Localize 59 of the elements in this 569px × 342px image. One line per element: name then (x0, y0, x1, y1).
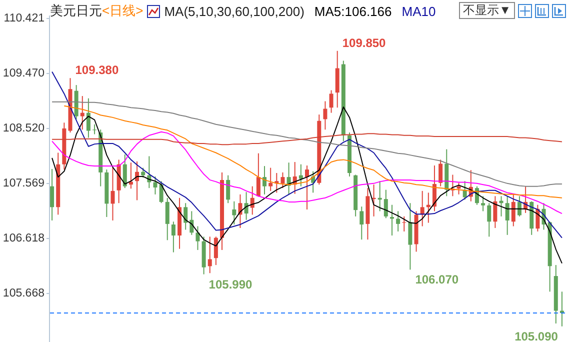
annotation: 106.070 (415, 272, 459, 287)
candlestick (408, 202, 412, 270)
y-tick-label: 107.569 (2, 177, 44, 190)
y-tick-label: 105.668 (2, 287, 44, 300)
chart-subtitle: <日线> (102, 2, 144, 20)
candlestick (268, 167, 273, 192)
candlestick (360, 206, 364, 240)
candlestick (560, 291, 564, 327)
annotation: 105.990 (208, 277, 253, 292)
candlestick (232, 200, 236, 226)
candlestick (110, 167, 115, 221)
candlestick (214, 236, 218, 266)
candlestick (256, 152, 260, 198)
text: MA10 (402, 4, 436, 18)
candlestick (141, 167, 146, 178)
candlestick (305, 164, 309, 210)
annotation: 109.380 (75, 63, 119, 78)
y-tick-label: 108.520 (2, 122, 44, 134)
candlestick (208, 236, 212, 274)
line-series (52, 133, 562, 146)
candlestick (80, 96, 84, 130)
line-series (52, 101, 562, 187)
candlestick (505, 196, 510, 236)
y-tick-label: 110.421 (4, 12, 44, 24)
candlestick (86, 98, 90, 138)
candlestick (323, 100, 328, 130)
candlestick (298, 164, 303, 187)
candlestick (184, 202, 188, 230)
candlestick (165, 197, 170, 241)
candlestick (122, 154, 127, 189)
candlestick (396, 210, 400, 232)
candlestick (481, 196, 486, 212)
candlestick (159, 180, 164, 204)
annotation: 不显示▼ (459, 2, 515, 19)
candlestick (329, 90, 334, 114)
candlestick (438, 159, 443, 187)
candlestick (487, 202, 492, 238)
candlestick (244, 192, 248, 220)
candlestick (171, 221, 176, 253)
candlestick (226, 174, 230, 204)
candlestick (511, 194, 516, 227)
y-tick-label: 109.470 (2, 67, 44, 80)
candlestick (196, 226, 200, 250)
y-tick-label: 106.618 (2, 232, 44, 244)
chart-title: 美元日元 (50, 2, 102, 20)
candlestick (153, 176, 158, 195)
text: MA5:106.166 (314, 4, 392, 18)
line-series (52, 106, 562, 264)
line-series (52, 131, 562, 214)
candlestick (262, 166, 267, 195)
annotation: 105.090 (514, 329, 558, 342)
candlestick (402, 216, 406, 232)
candlestick (493, 196, 498, 228)
annotation: 109.850 (342, 36, 386, 50)
annotation: MA(5,10,30,60,100,200) (164, 4, 304, 18)
candlestick (280, 172, 285, 189)
candlestick (128, 162, 133, 190)
candlestick (384, 189, 388, 219)
candlestick (517, 196, 522, 217)
